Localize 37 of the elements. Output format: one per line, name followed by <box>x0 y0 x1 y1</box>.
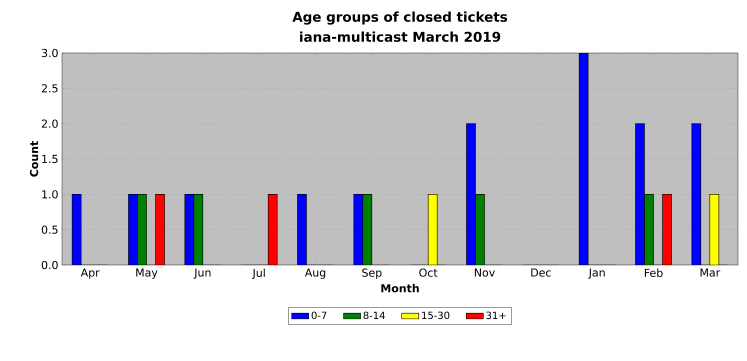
y-tick-label: 2.0 <box>42 120 58 128</box>
legend-label: 15-30 <box>422 312 450 320</box>
y-tick-label: 1.5 <box>42 154 58 164</box>
x-tick-label: Aug <box>304 268 326 279</box>
x-tick-label: Feb <box>644 268 663 277</box>
x-tick-label: Oct <box>419 268 438 277</box>
y-tick-label: 2.5 <box>42 84 58 92</box>
x-axis-title: Month <box>381 284 419 292</box>
y-tick-label: 1.0 <box>42 190 58 198</box>
bar <box>194 194 204 265</box>
x-tick-label: Jan <box>588 268 605 279</box>
bar <box>354 194 364 265</box>
bar <box>72 194 82 265</box>
x-tick-label: Apr <box>80 268 100 279</box>
x-tick-label: Jun <box>194 268 210 279</box>
y-tick-label: 0.5 <box>42 226 58 234</box>
y-axis-title: Count <box>30 141 38 177</box>
bar <box>362 194 372 265</box>
bar <box>184 194 194 265</box>
chart-title: Age groups of closed tickets <box>292 12 508 25</box>
x-tick-label: May <box>136 268 158 279</box>
x-tick-label: Sep <box>362 268 382 279</box>
bar <box>710 194 720 265</box>
bar <box>428 194 438 265</box>
bar <box>578 53 588 265</box>
bar <box>692 123 702 265</box>
chart-subtitle: iana-multicast March 2019 <box>300 32 500 42</box>
bar <box>268 194 278 265</box>
x-tick-label: Jul <box>252 268 265 280</box>
y-tick-label: 3.0 <box>42 48 58 58</box>
x-tick-label: Dec <box>531 268 551 277</box>
legend-label: 0-7 <box>312 312 326 320</box>
legend-label: 31+ <box>486 312 506 320</box>
legend-label: 8-14 <box>364 312 385 320</box>
x-tick-label: Nov <box>474 268 495 277</box>
y-tick-label: 0.0 <box>42 260 58 270</box>
x-tick-label: Mar <box>700 268 720 277</box>
